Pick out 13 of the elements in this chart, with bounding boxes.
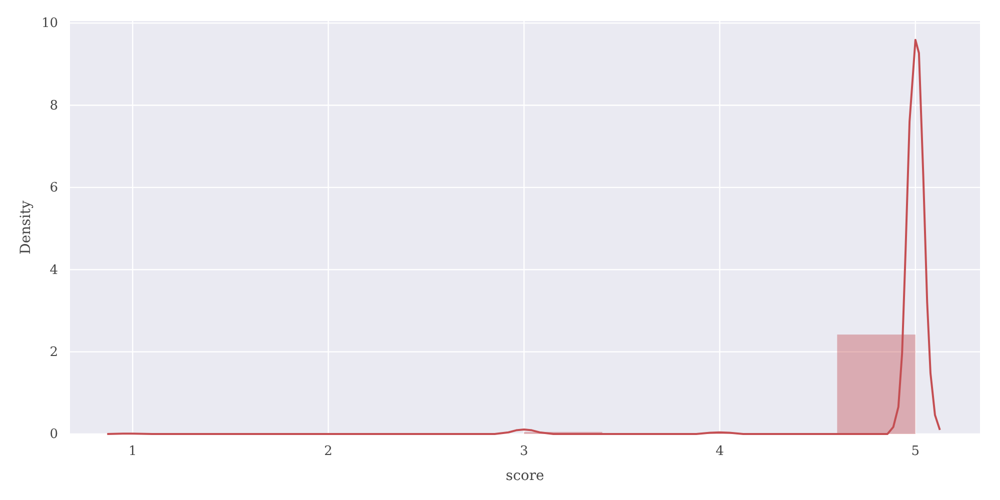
y-tick-label: 0 xyxy=(50,427,58,442)
y-tick-label: 8 xyxy=(50,98,58,114)
x-tick-label: 4 xyxy=(716,444,724,460)
x-tick-label: 3 xyxy=(520,444,528,460)
x-axis-title: score xyxy=(506,468,544,484)
y-tick-label: 10 xyxy=(41,16,58,32)
y-tick-label: 4 xyxy=(50,262,58,278)
x-tick-label: 1 xyxy=(128,444,137,460)
y-tick-label: 6 xyxy=(50,180,58,196)
x-tick-label: 5 xyxy=(911,444,920,460)
x-tick-label: 2 xyxy=(324,444,332,460)
y-axis-title: Density xyxy=(18,200,34,254)
y-tick-label: 2 xyxy=(50,344,58,360)
